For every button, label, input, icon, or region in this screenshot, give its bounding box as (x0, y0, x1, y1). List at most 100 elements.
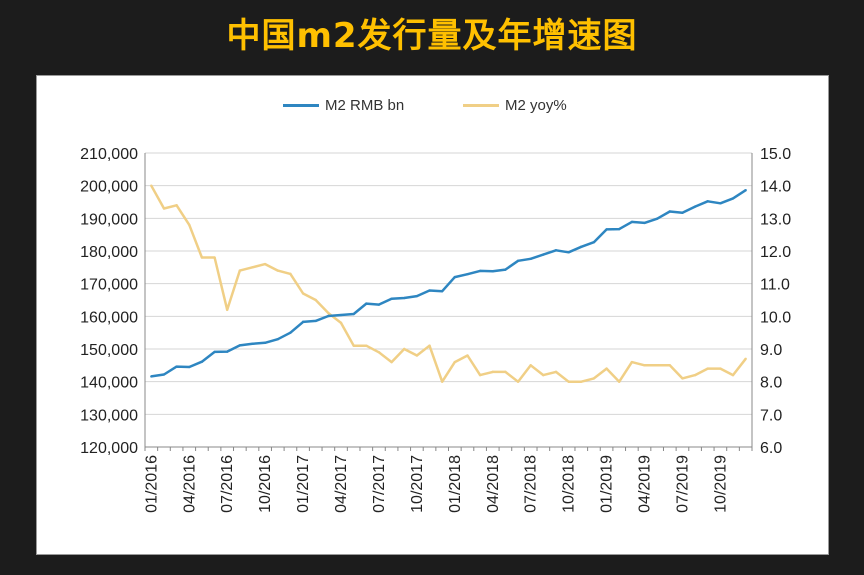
point-m2-yoy (251, 266, 254, 269)
point-m2-yoy (314, 298, 317, 302)
y-left-tick-label: 140,000 (80, 375, 138, 392)
point-m2-yoy (668, 364, 672, 367)
point-m2-yoy (263, 262, 267, 266)
point-m2-rmb (478, 269, 482, 273)
point-m2-yoy (630, 360, 634, 364)
point-m2-yoy (605, 367, 608, 370)
point-m2-yoy (213, 256, 216, 259)
point-m2-yoy (188, 223, 191, 227)
point-m2-rmb (365, 302, 368, 305)
point-m2-rmb (428, 289, 431, 292)
y-left-tick-label: 170,000 (80, 277, 138, 294)
point-m2-yoy (643, 364, 646, 367)
point-m2-rmb (377, 303, 381, 306)
point-m2-yoy (377, 351, 381, 354)
point-m2-rmb (643, 221, 646, 225)
point-m2-yoy (529, 364, 532, 367)
point-m2-rmb (213, 350, 216, 354)
x-tick-label: 07/2016 (219, 455, 236, 513)
point-m2-rmb (731, 197, 735, 200)
series-line-m2-rmb (151, 189, 747, 378)
point-m2-rmb (403, 296, 406, 300)
chart-panel (36, 75, 829, 555)
point-m2-rmb (554, 249, 558, 252)
point-m2-yoy (681, 377, 684, 380)
x-tick-label: 01/2019 (599, 455, 616, 513)
point-m2-yoy (339, 321, 343, 325)
point-m2-yoy (428, 344, 431, 347)
point-m2-rmb (655, 217, 659, 220)
y-right-tick-label: 15.0 (760, 146, 791, 163)
point-m2-rmb (719, 202, 722, 205)
point-m2-yoy (289, 272, 292, 276)
point-m2-yoy (693, 373, 697, 377)
point-m2-yoy (592, 377, 596, 380)
point-m2-yoy (580, 380, 583, 383)
point-m2-yoy (478, 373, 482, 377)
point-m2-rmb (276, 338, 279, 341)
y-left-tick-label: 120,000 (80, 440, 138, 457)
point-m2-yoy (238, 269, 242, 272)
point-m2-yoy (567, 380, 570, 383)
point-m2-rmb (289, 331, 292, 334)
point-m2-yoy (415, 354, 419, 357)
point-m2-rmb (251, 342, 254, 345)
point-m2-rmb (200, 360, 204, 363)
x-tick-label: 07/2019 (674, 455, 691, 513)
y-right-tick-label: 12.0 (760, 244, 791, 261)
y-right-tick-label: 13.0 (760, 211, 791, 228)
x-tick-label: 01/2017 (295, 455, 312, 513)
point-m2-rmb (605, 228, 608, 231)
point-m2-yoy (162, 207, 166, 210)
legend-swatch-m2 (283, 104, 319, 107)
point-m2-yoy (554, 370, 558, 374)
point-m2-rmb (225, 350, 229, 353)
y-left-tick-label: 160,000 (80, 309, 138, 326)
x-tick-label: 04/2019 (637, 455, 654, 513)
y-left-tick-label: 190,000 (80, 211, 138, 228)
chart-title: 中国m2发行量及年增速图 (226, 16, 638, 56)
point-m2-yoy (466, 354, 469, 357)
point-m2-rmb (668, 210, 672, 213)
point-m2-rmb (453, 275, 457, 279)
x-tick-label: 04/2017 (333, 455, 350, 513)
point-m2-rmb (491, 270, 494, 273)
legend-swatch-yoy (463, 104, 499, 107)
y-right-tick-label: 10.0 (760, 309, 791, 326)
point-m2-yoy (301, 292, 305, 295)
point-m2-yoy (327, 311, 330, 315)
point-m2-yoy (225, 308, 229, 311)
point-m2-yoy (403, 347, 406, 351)
point-m2-yoy (731, 373, 735, 377)
point-m2-yoy (744, 357, 747, 360)
point-m2-rmb (352, 312, 355, 316)
point-m2-yoy (175, 204, 178, 207)
legend-item-yoy: M2 yoy% (463, 97, 567, 114)
x-tick-label: 04/2016 (181, 455, 198, 513)
point-m2-rmb (693, 205, 697, 208)
point-m2-rmb (630, 220, 634, 224)
x-tick-label: 10/2018 (561, 455, 578, 513)
legend-label-yoy: M2 yoy% (505, 97, 567, 114)
y-left-tick-label: 200,000 (80, 179, 138, 196)
y-right-tick-label: 11.0 (760, 277, 790, 294)
chart-legend: M2 RMB bn M2 yoy% (0, 97, 864, 119)
point-m2-rmb (327, 314, 330, 318)
legend-label-m2: M2 RMB bn (325, 97, 405, 114)
point-m2-yoy (706, 367, 709, 370)
y-right-tick-label: 14.0 (760, 179, 791, 196)
point-m2-rmb (415, 294, 419, 298)
y-left-tick-label: 130,000 (80, 407, 138, 424)
point-m2-rmb (504, 268, 507, 271)
point-m2-yoy (365, 344, 368, 347)
point-m2-yoy (276, 269, 279, 272)
point-m2-yoy (618, 380, 621, 383)
point-m2-rmb (390, 297, 393, 300)
point-m2-rmb (681, 211, 684, 214)
x-tick-label: 04/2018 (485, 455, 502, 513)
y-right-tick-label: 6.0 (760, 440, 782, 457)
x-tick-label: 01/2016 (143, 455, 160, 513)
point-m2-rmb (263, 341, 267, 344)
point-m2-rmb (618, 227, 621, 231)
